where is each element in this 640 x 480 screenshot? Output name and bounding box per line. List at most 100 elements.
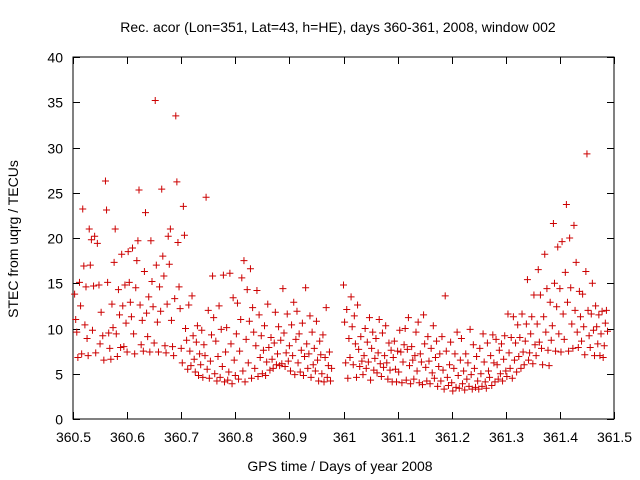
data-point <box>88 326 96 334</box>
data-point <box>376 360 384 368</box>
data-point <box>421 340 429 348</box>
data-point <box>195 372 203 380</box>
data-point <box>110 258 118 266</box>
data-point <box>384 375 392 383</box>
data-point <box>579 290 587 298</box>
data-point <box>126 298 134 306</box>
data-point <box>573 328 581 336</box>
data-point <box>449 387 457 395</box>
data-point <box>91 232 99 240</box>
data-point <box>125 278 133 286</box>
data-point <box>200 341 208 349</box>
data-point <box>320 378 328 386</box>
data-point <box>501 332 509 340</box>
data-point <box>196 350 204 358</box>
data-point <box>401 325 409 332</box>
data-point <box>600 342 608 350</box>
data-point <box>92 349 100 357</box>
data-point <box>441 292 449 300</box>
data-point <box>396 326 404 334</box>
data-point <box>312 317 320 325</box>
data-point <box>288 321 296 329</box>
data-point <box>406 362 414 370</box>
data-point <box>535 338 543 346</box>
data-point <box>186 347 194 355</box>
data-point <box>559 310 567 318</box>
data-point <box>180 231 188 239</box>
data-point <box>349 361 357 369</box>
data-point <box>154 348 162 356</box>
data-point <box>255 311 263 319</box>
data-point <box>428 369 436 377</box>
data-point <box>387 346 395 354</box>
data-point <box>111 225 119 233</box>
data-point <box>302 284 310 292</box>
data-point <box>159 252 167 260</box>
data-point <box>113 353 121 361</box>
data-point <box>86 261 94 269</box>
data-point <box>175 283 183 291</box>
data-point <box>494 375 502 383</box>
data-point <box>346 353 354 361</box>
data-point <box>534 266 542 274</box>
y-tick-label: 20 <box>47 231 63 247</box>
data-point <box>453 328 461 336</box>
data-point <box>510 356 518 364</box>
x-tick-label: 360.8 <box>218 429 253 445</box>
data-point <box>152 261 160 269</box>
x-tick-label: 361.4 <box>543 429 578 445</box>
data-point <box>567 284 575 292</box>
data-point <box>553 303 561 311</box>
data-point <box>403 345 411 353</box>
data-point <box>440 385 448 393</box>
data-point <box>99 332 107 340</box>
data-point <box>78 350 86 358</box>
data-point <box>230 356 238 364</box>
data-point <box>218 363 226 371</box>
data-point <box>151 96 159 104</box>
data-point <box>390 337 398 345</box>
data-point <box>602 306 610 314</box>
data-point <box>436 350 444 358</box>
data-point <box>487 352 495 360</box>
data-point <box>492 335 500 343</box>
data-point <box>158 185 166 193</box>
data-point <box>513 368 521 376</box>
data-point <box>178 359 186 367</box>
x-tick-label: 361.2 <box>435 429 470 445</box>
x-tick-label: 360.9 <box>272 429 307 445</box>
data-point <box>143 309 151 317</box>
data-point <box>350 312 358 320</box>
data-point <box>546 298 554 306</box>
data-point <box>108 300 116 308</box>
data-point <box>136 301 144 309</box>
data-point <box>447 338 455 346</box>
data-point <box>341 318 349 326</box>
data-point <box>581 351 589 359</box>
data-point <box>246 265 254 273</box>
data-point <box>348 323 356 331</box>
data-point <box>402 376 410 384</box>
data-point <box>238 274 246 282</box>
data-point <box>395 368 403 376</box>
data-point <box>340 281 347 289</box>
data-point <box>364 358 372 366</box>
data-point <box>539 361 547 369</box>
data-point <box>323 373 331 381</box>
data-point <box>270 339 278 347</box>
x-tick-label: 360.5 <box>56 429 91 445</box>
data-point <box>252 342 260 350</box>
x-tick-label: 361.3 <box>489 429 524 445</box>
data-point <box>521 337 529 345</box>
data-point <box>240 257 248 265</box>
data-point <box>589 326 597 334</box>
data-point <box>592 302 600 310</box>
data-point <box>351 340 359 348</box>
data-point <box>210 314 218 322</box>
data-point <box>488 382 496 390</box>
data-point <box>469 341 477 349</box>
data-point <box>314 356 322 364</box>
data-point <box>237 315 245 323</box>
data-point <box>356 363 364 371</box>
data-point <box>529 360 537 368</box>
